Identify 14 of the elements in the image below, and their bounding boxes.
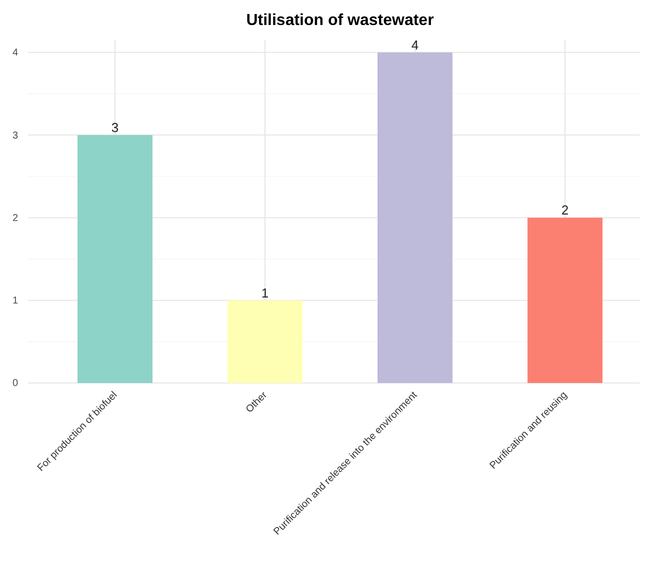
bar — [78, 135, 152, 383]
data-label: 3 — [111, 120, 119, 136]
data-label: 4 — [411, 37, 419, 52]
y-tick-label: 1 — [12, 296, 18, 307]
y-tick-label: 3 — [12, 130, 18, 142]
y-tick-label: 0 — [12, 378, 18, 390]
data-label: 1 — [261, 285, 269, 300]
bar — [378, 52, 452, 383]
data-label: 2 — [561, 202, 569, 218]
bar — [228, 300, 302, 383]
y-tick-label: 4 — [12, 48, 18, 59]
y-tick-label: 2 — [12, 212, 18, 224]
bar — [528, 218, 602, 383]
chart-title: Utilisation of wastewater — [246, 12, 434, 29]
